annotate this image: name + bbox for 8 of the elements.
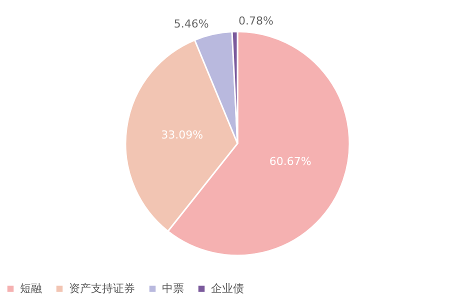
data-label: 33.09% — [161, 128, 204, 142]
legend-label: 短融 — [20, 282, 42, 295]
data-label: 60.67% — [269, 154, 312, 168]
legend-label: 资产支持证券 — [69, 282, 135, 295]
data-label: 0.78% — [238, 14, 274, 28]
legend-label: 中票 — [162, 282, 184, 295]
data-label: 5.46% — [174, 17, 209, 30]
legend-label: 企业债 — [211, 282, 244, 295]
